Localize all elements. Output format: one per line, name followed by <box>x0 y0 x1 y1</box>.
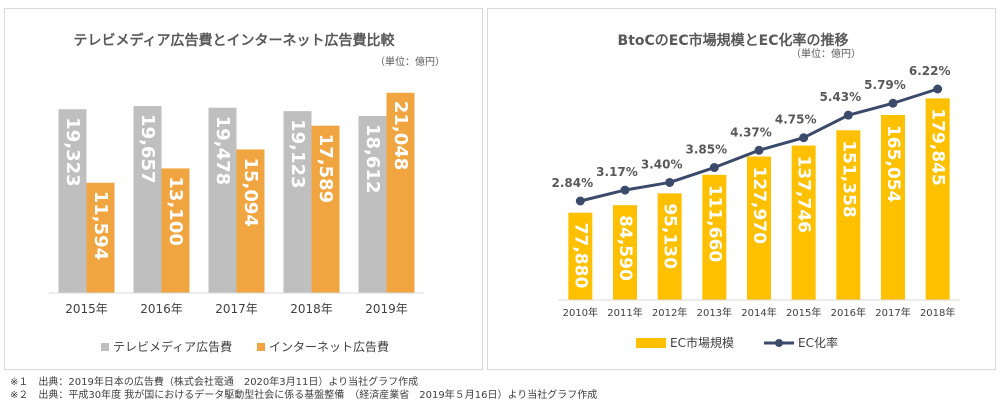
bar-value-label: 15,094 <box>240 157 261 226</box>
bar-internet <box>236 149 265 293</box>
bar-value-label: 165,054 <box>883 125 903 203</box>
bar-value-label: 19,123 <box>287 119 308 188</box>
ec-rate-label: 4.75% <box>775 113 817 127</box>
bar-value-label: 17,589 <box>315 134 336 203</box>
unit-note: （単位：億円） <box>791 47 861 60</box>
ec-rate-point <box>843 110 853 120</box>
legend-label: EC化率 <box>798 335 838 350</box>
bar-value-label: 11,594 <box>90 191 111 260</box>
ec-rate-point <box>754 145 764 155</box>
x-tick-label: 2012年 <box>652 306 687 319</box>
x-tick-label: 2015年 <box>65 302 108 316</box>
tv-vs-internet-chart-panel: テレビメディア広告費とインターネット広告費比較 （単位：億円） 19,323 11,5… <box>4 8 483 370</box>
bar-value-label: 19,323 <box>62 117 83 186</box>
bar-value-label: 151,358 <box>838 140 858 217</box>
bar-tv <box>58 109 87 293</box>
ec-rate-label: 5.43% <box>820 90 862 104</box>
legend-label: テレビメディア広告費 <box>113 339 232 354</box>
ec-rate-point <box>888 98 898 108</box>
bar-internet <box>386 92 415 293</box>
ec-rate-label: 6.22% <box>909 64 951 78</box>
x-tick-label: 2019年 <box>365 302 408 316</box>
ec-rate-point <box>665 177 675 187</box>
chart-title: BtoCのEC市場規模とEC化率の推移 <box>618 32 849 49</box>
bar-value-label: 21,048 <box>390 101 411 170</box>
x-tick-label: 2013年 <box>697 306 732 319</box>
bar-value-label: 18,612 <box>362 124 383 193</box>
bar-value-label: 111,660 <box>704 185 724 263</box>
x-tick-label: 2018年 <box>920 306 955 319</box>
ec-rate-point <box>933 84 943 94</box>
bar-internet <box>161 168 190 293</box>
x-tick-label: 2018年 <box>290 302 333 316</box>
x-tick-label: 2015年 <box>786 306 821 319</box>
x-tick-label: 2017年 <box>875 306 910 319</box>
ec-rate-label: 4.37% <box>730 125 772 139</box>
ec-rate-label: 3.17% <box>596 165 638 179</box>
bar-ec-market <box>881 114 905 300</box>
ec-rate-label: 5.79% <box>864 78 906 92</box>
footnote-2: ※２ 出典：平成30年度 我が国におけるデータ駆動型社会に係る基盤整備 （経済産… <box>10 390 598 401</box>
legend-swatch-bar <box>636 338 666 348</box>
legend-swatch-marker <box>775 339 783 347</box>
bar-ec-market <box>747 156 771 300</box>
ec-rate-label: 2.84% <box>552 176 594 190</box>
legend-swatch <box>257 343 265 351</box>
bar-ec-market <box>657 193 682 300</box>
x-tick-label: 2016年 <box>831 306 866 319</box>
bar-tv <box>358 115 387 293</box>
bar-value-label: 19,657 <box>137 114 158 183</box>
ec-rate-label: 3.85% <box>686 143 728 157</box>
x-tick-label: 2011年 <box>607 306 642 319</box>
ec-market-chart-panel: BtoCのEC市場規模とEC化率の推移 （単位：億円） 77,880 2010年 84,… <box>487 8 996 370</box>
bar-value-label: 127,970 <box>749 167 769 245</box>
bar-ec-market <box>836 130 861 300</box>
ec-rate-point <box>620 185 630 195</box>
ec-rate-point <box>799 133 809 143</box>
bar-ec-market <box>702 174 727 300</box>
bar-ec-market <box>791 145 816 300</box>
bar-value-label: 77,880 <box>570 223 590 289</box>
bar-ec-market <box>568 212 593 300</box>
bar-tv <box>133 106 162 293</box>
footnotes: ※１ 出典：2019年日本の広告費（株式会社電通 2020年3月11日）より当社… <box>10 376 597 402</box>
bar-internet <box>311 125 340 293</box>
bar-value-label: 84,590 <box>615 215 635 281</box>
ec-rate-label: 3.40% <box>641 157 683 171</box>
bar-value-label: 179,845 <box>928 108 948 185</box>
footnote-1: ※１ 出典：2019年日本の広告費（株式会社電通 2020年3月11日）より当社… <box>10 377 419 388</box>
tv-vs-internet-chart: テレビメディア広告費とインターネット広告費比較 （単位：億円） 19,323 11,5… <box>49 32 445 354</box>
chart-title: テレビメディア広告費とインターネット広告費比較 <box>73 32 395 49</box>
ec-market-chart: BtoCのEC市場規模とEC化率の推移（単位：億円） 77,880 2010年 84,… <box>552 32 960 350</box>
bar-ec-market <box>925 98 950 300</box>
bar-value-label: 137,746 <box>794 156 814 233</box>
bar-value-label: 19,478 <box>212 116 233 185</box>
legend-swatch <box>101 343 109 351</box>
legend-label: EC市場規模 <box>670 335 734 350</box>
bar-tv <box>208 107 237 293</box>
ec-rate-point <box>709 163 719 173</box>
bar-tv <box>283 111 312 293</box>
bar-ec-market <box>613 205 637 300</box>
x-tick-label: 2016年 <box>140 302 183 316</box>
bar-value-label: 95,130 <box>660 203 680 269</box>
x-tick-label: 2014年 <box>741 306 776 319</box>
x-tick-label: 2010年 <box>563 306 598 319</box>
ec-rate-point <box>575 196 585 206</box>
x-tick-label: 2017年 <box>215 302 258 316</box>
bar-internet <box>86 182 115 293</box>
unit-note: （単位：億円） <box>375 55 445 68</box>
bar-value-label: 13,100 <box>165 176 186 245</box>
legend-label: インターネット広告費 <box>269 339 389 354</box>
